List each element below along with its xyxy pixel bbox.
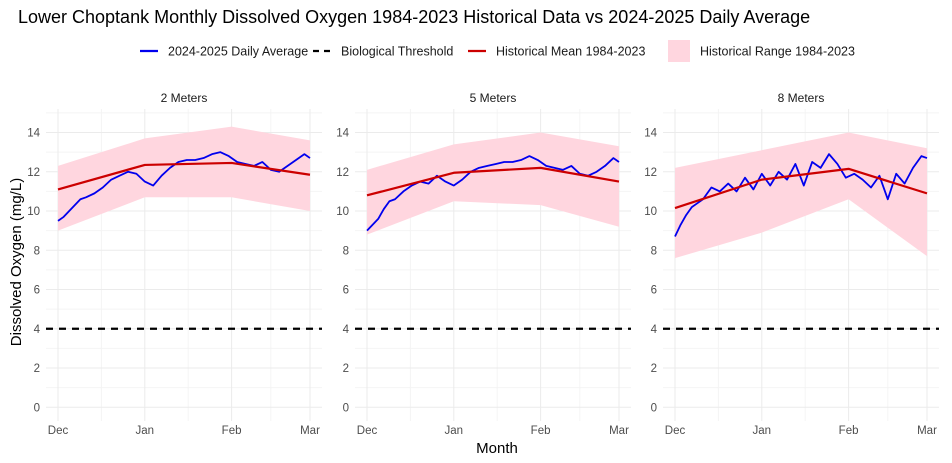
legend-label: 2024-2025 Daily Average [168,45,308,59]
panels: 2 Meters 0 2 4 6 8 10 12 14 Dec Jan Feb Mar 5 Meters 0… [27,91,939,437]
y-tick-label: 8 [343,245,349,257]
y-tick-label: 6 [34,285,40,297]
y-tick-label: 14 [27,128,40,140]
x-tick-label: Mar [300,425,320,437]
y-tick-label: 14 [336,128,349,140]
y-tick-label: 8 [34,245,40,257]
y-tick-label: 10 [27,206,40,218]
historical-mean-line [57,161,311,191]
x-tick-label: Feb [839,425,859,437]
x-tick-label: Mar [609,425,629,437]
x-tick-label: Dec [48,425,69,437]
panel-2: 5 Meters 0 2 4 6 8 10 12 14 Dec Jan Feb Mar [336,91,631,437]
y-axis-title: Dissolved Oxygen (mg/L) [8,178,25,346]
panel-strip-label: 5 Meters [470,91,517,105]
x-tick-label: Jan [445,425,464,437]
y-tick-label: 4 [343,324,350,336]
y-tick-label: 8 [651,245,657,257]
legend: 2024-2025 Daily Average Biological Thresh… [140,40,855,62]
y-tick-label: 14 [644,128,657,140]
legend-label: Biological Threshold [341,45,453,59]
legend-label: Historical Mean 1984-2023 [496,45,645,59]
y-tick-label: 12 [336,167,349,179]
legend-label: Historical Range 1984-2023 [700,45,855,59]
historical-range-band [367,132,619,235]
x-tick-label: Mar [917,425,937,437]
daily-average-line [366,155,620,232]
y-tick-label: 0 [651,402,657,414]
x-tick-label: Dec [357,425,378,437]
y-tick-label: 6 [651,285,657,297]
x-axis-title: Month [476,440,518,457]
chart-title: Lower Choptank Monthly Dissolved Oxygen … [18,7,810,27]
y-tick-label: 6 [343,285,349,297]
x-tick-label: Jan [753,425,772,437]
y-tick-label: 12 [644,167,657,179]
x-tick-label: Jan [136,425,155,437]
y-tick-label: 2 [34,363,40,375]
y-tick-label: 2 [343,363,349,375]
x-tick-label: Feb [531,425,551,437]
panel-strip-label: 8 Meters [778,91,825,105]
y-tick-label: 12 [27,167,40,179]
historical-mean-line [366,166,620,197]
y-tick-label: 0 [343,402,349,414]
y-tick-label: 4 [34,324,41,336]
historical-mean-line [674,167,928,210]
panel-3: 8 Meters 0 2 4 6 8 10 12 14 Dec Jan Feb Mar [644,91,939,437]
daily-average-line [57,151,311,222]
historical-range-band [675,132,927,259]
historical-range-band [58,126,310,231]
x-tick-label: Dec [665,425,686,437]
y-tick-label: 10 [336,206,349,218]
y-tick-label: 0 [34,402,40,414]
y-tick-label: 4 [651,324,658,336]
y-tick-label: 10 [644,206,657,218]
panel-strip-label: 2 Meters [161,91,208,105]
y-tick-label: 2 [651,363,657,375]
legend-swatch-range [668,40,690,62]
panel-1: 2 Meters 0 2 4 6 8 10 12 14 Dec Jan Feb Mar [27,91,322,437]
x-tick-label: Feb [222,425,242,437]
daily-average-line [674,153,928,237]
